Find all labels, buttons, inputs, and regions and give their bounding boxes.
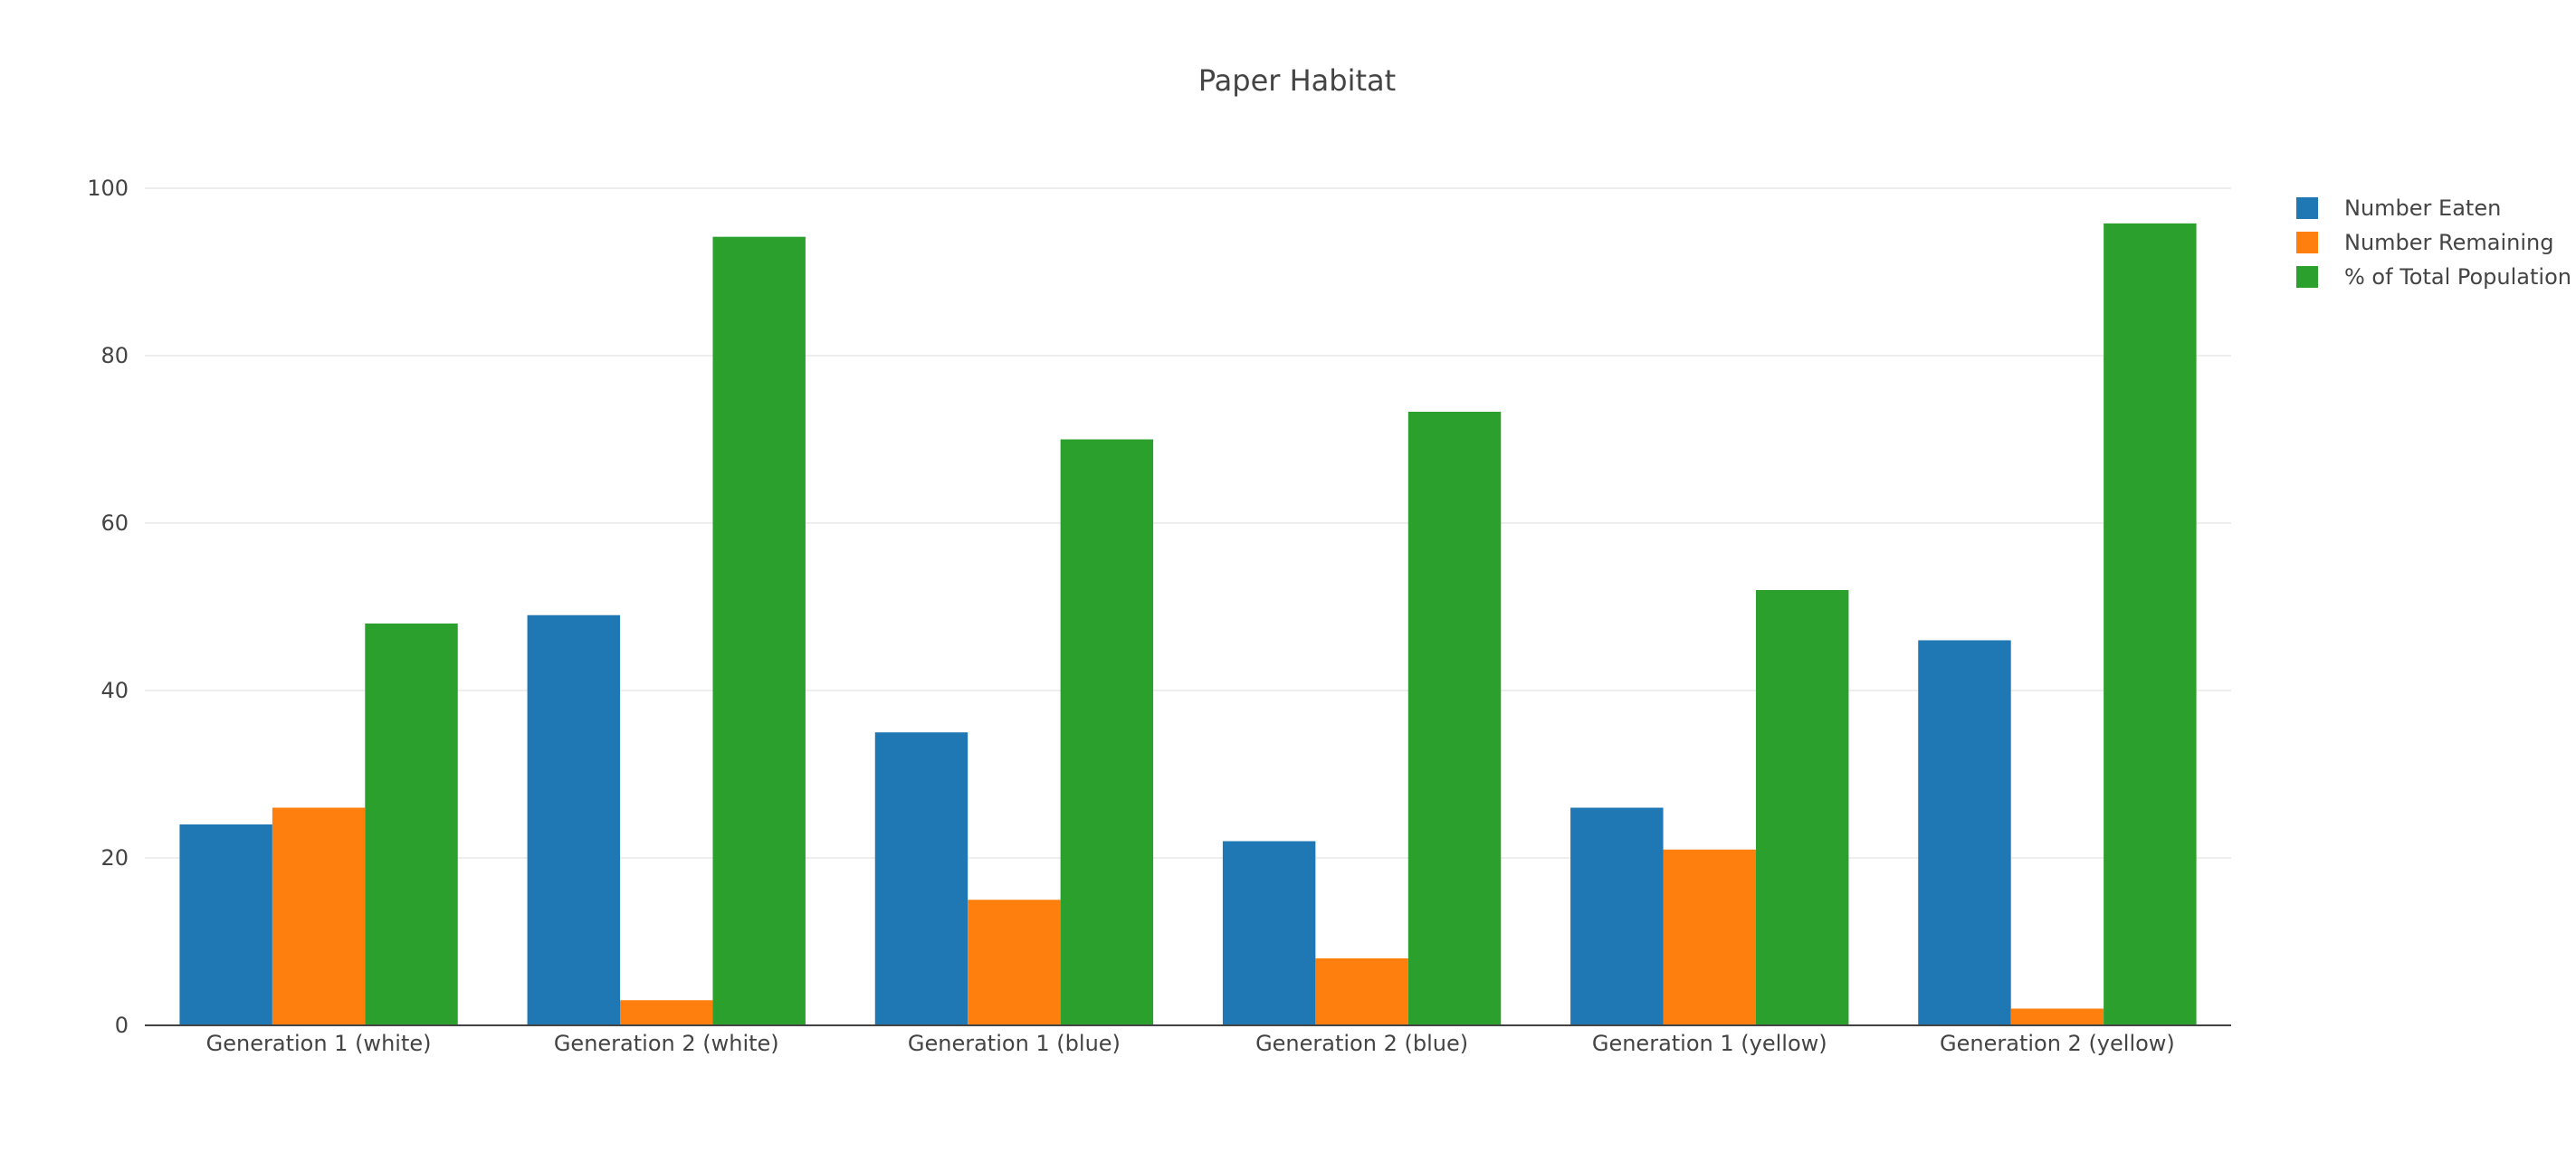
y-tick-label: 60 xyxy=(100,510,129,536)
legend-label: Number Eaten xyxy=(2344,195,2501,221)
bar-2-2 xyxy=(1060,439,1154,1025)
bar-2-0 xyxy=(365,624,458,1025)
x-tick-label: Generation 2 (white) xyxy=(554,1031,779,1056)
legend-swatch xyxy=(2296,266,2318,288)
bar-1-0 xyxy=(272,807,366,1025)
x-tick-label: Generation 1 (blue) xyxy=(908,1031,1121,1056)
y-tick-label: 100 xyxy=(87,176,129,201)
bar-0-5 xyxy=(1918,640,2011,1025)
x-tick-label: Generation 1 (white) xyxy=(206,1031,432,1056)
bar-0-4 xyxy=(1570,807,1664,1025)
legend-item[interactable]: Number Remaining xyxy=(2296,230,2553,255)
bar-1-4 xyxy=(1663,849,1756,1025)
x-tick-label: Generation 2 (blue) xyxy=(1255,1031,1468,1056)
y-axis-ticks: 0 20 40 60 80 100 xyxy=(87,176,129,1038)
legend-label: Number Remaining xyxy=(2344,230,2553,255)
chart-title: Paper Habitat xyxy=(1198,63,1396,98)
bar-1-5 xyxy=(2010,1008,2104,1025)
bar-0-2 xyxy=(874,732,968,1025)
bar-0-3 xyxy=(1222,841,1316,1025)
bar-1-3 xyxy=(1315,958,1408,1025)
bars xyxy=(179,223,2197,1026)
legend[interactable]: Number Eaten Number Remaining % of Total P… xyxy=(2296,195,2571,290)
y-tick-label: 40 xyxy=(100,678,129,703)
x-tick-label: Generation 2 (yellow) xyxy=(1940,1031,2175,1056)
bar-1-2 xyxy=(968,900,1061,1025)
legend-label: % of Total Population xyxy=(2344,264,2571,290)
bar-0-1 xyxy=(527,614,621,1025)
x-axis-ticks: Generation 1 (white) Generation 2 (white)… xyxy=(206,1031,2175,1056)
bar-2-1 xyxy=(712,236,806,1025)
legend-swatch xyxy=(2296,232,2318,253)
y-tick-label: 20 xyxy=(100,845,129,871)
gridlines xyxy=(145,187,2231,859)
y-tick-label: 0 xyxy=(115,1013,129,1038)
bar-2-3 xyxy=(1407,411,1502,1026)
x-tick-label: Generation 1 (yellow) xyxy=(1592,1031,1827,1056)
bar-0-0 xyxy=(179,824,272,1025)
bar-2-5 xyxy=(2104,223,2197,1026)
legend-item[interactable]: Number Eaten xyxy=(2296,195,2501,221)
legend-swatch xyxy=(2296,197,2318,219)
bar-2-4 xyxy=(1755,590,1849,1025)
y-tick-label: 80 xyxy=(100,343,129,368)
legend-item[interactable]: % of Total Population xyxy=(2296,264,2571,290)
bar-1-1 xyxy=(620,1000,713,1025)
